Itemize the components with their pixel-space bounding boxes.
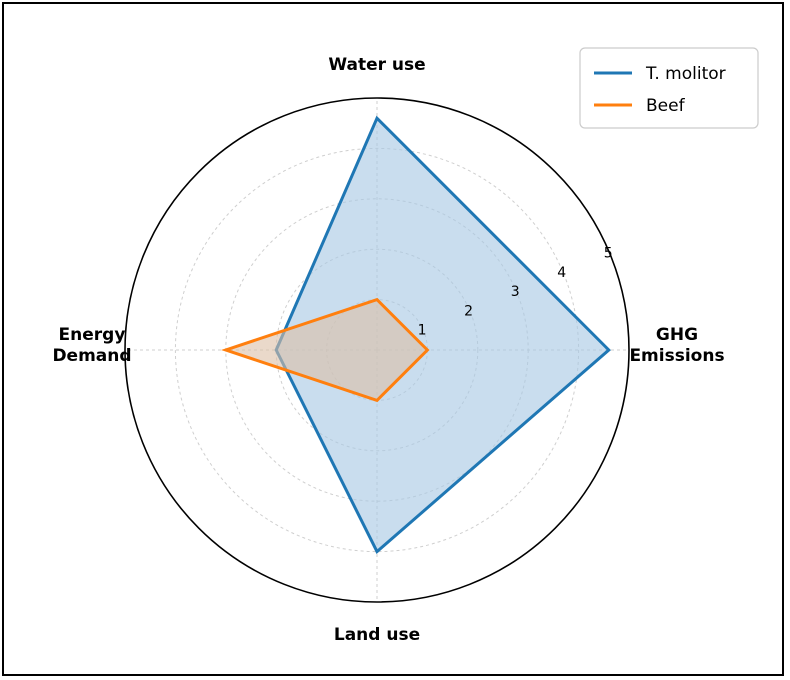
legend-label-1: Beef <box>646 96 686 116</box>
r-tick-label-1: 1 <box>418 323 427 339</box>
r-tick-label-2: 2 <box>464 303 473 319</box>
legend-label-0: T. molitor <box>645 64 726 84</box>
series-beef-area <box>221 297 430 403</box>
category-label-2-line-0: Energy <box>59 325 126 345</box>
category-label-0-line-1: Emissions <box>629 346 724 366</box>
category-label-2: Energy Demand <box>52 325 131 366</box>
category-label-1: Water use <box>328 55 425 75</box>
outer-circle <box>124 97 630 603</box>
category-label-3-line-0: Land use <box>334 625 420 645</box>
r-tick-label-3: 3 <box>511 284 520 300</box>
r-tick-label-4: 4 <box>557 265 566 281</box>
legend: T. molitor Beef <box>579 47 759 129</box>
r-tick-label-5: 5 <box>604 246 613 262</box>
category-label-1-line-0: Water use <box>328 55 425 75</box>
category-label-2-line-1: Demand <box>52 346 131 366</box>
label-layer: 1 2 3 4 5 GHG Emissions Water use Energy Demand La… <box>52 55 724 645</box>
series-layer <box>221 115 611 555</box>
category-label-0: GHG Emissions <box>629 325 724 366</box>
legend-box <box>579 47 759 129</box>
category-label-0-line-0: GHG <box>656 325 698 345</box>
category-label-3: Land use <box>334 625 420 645</box>
